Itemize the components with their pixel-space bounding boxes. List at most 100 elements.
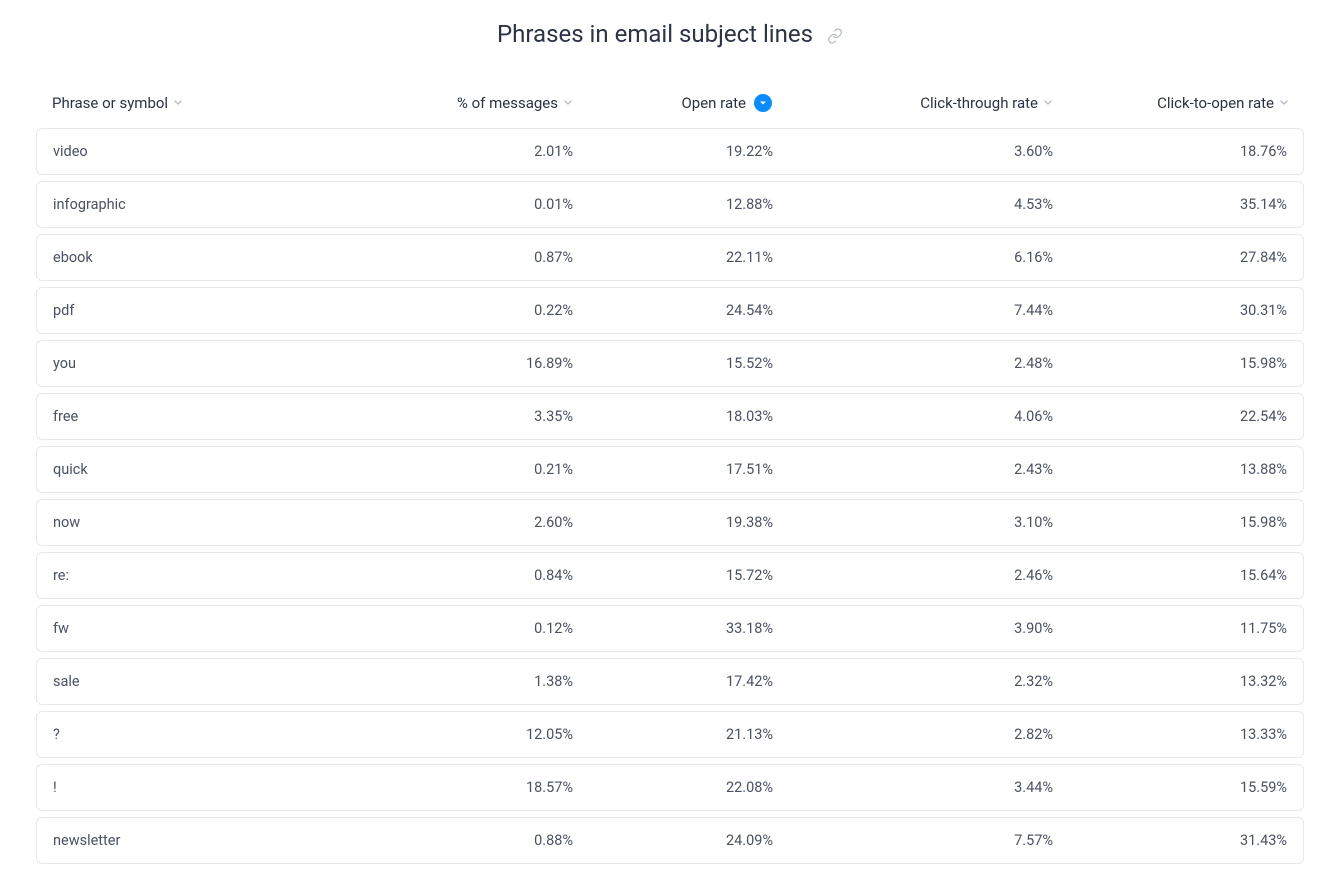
cell-ctr: 2.46% [773, 567, 1053, 584]
cell-phrase: fw [53, 620, 373, 637]
cell-open: 24.09% [573, 832, 773, 849]
cell-phrase: pdf [53, 302, 373, 319]
cell-open: 17.51% [573, 461, 773, 478]
cell-ctr: 3.90% [773, 620, 1053, 637]
column-header-label: Open rate [681, 94, 746, 112]
cell-messages: 0.22% [373, 302, 573, 319]
cell-messages: 3.35% [373, 408, 573, 425]
cell-ctor: 15.59% [1053, 779, 1287, 796]
table-row: infographic0.01%12.88%4.53%35.14% [36, 181, 1304, 228]
sort-caret-icon [1044, 99, 1052, 107]
cell-ctor: 27.84% [1053, 249, 1287, 266]
table-row: ebook0.87%22.11%6.16%27.84% [36, 234, 1304, 281]
sort-caret-icon [174, 99, 182, 107]
column-header-messages[interactable]: % of messages [372, 94, 572, 112]
cell-ctr: 2.82% [773, 726, 1053, 743]
cell-phrase: newsletter [53, 832, 373, 849]
cell-ctor: 13.88% [1053, 461, 1287, 478]
cell-ctor: 11.75% [1053, 620, 1287, 637]
cell-messages: 0.21% [373, 461, 573, 478]
cell-ctor: 15.98% [1053, 355, 1287, 372]
cell-ctor: 15.64% [1053, 567, 1287, 584]
table-row: you16.89%15.52%2.48%15.98% [36, 340, 1304, 387]
table-row: ?12.05%21.13%2.82%13.33% [36, 711, 1304, 758]
cell-phrase: free [53, 408, 373, 425]
cell-phrase: ebook [53, 249, 373, 266]
table-row: sale1.38%17.42%2.32%13.32% [36, 658, 1304, 705]
cell-open: 19.22% [573, 143, 773, 160]
table-row: newsletter0.88%24.09%7.57%31.43% [36, 817, 1304, 864]
cell-open: 15.52% [573, 355, 773, 372]
cell-open: 22.11% [573, 249, 773, 266]
cell-phrase: sale [53, 673, 373, 690]
sort-caret-icon [1280, 99, 1288, 107]
cell-ctor: 15.98% [1053, 514, 1287, 531]
column-header-label: Click-to-open rate [1157, 94, 1274, 112]
cell-open: 21.13% [573, 726, 773, 743]
column-header-label: % of messages [457, 94, 558, 112]
cell-ctr: 4.53% [773, 196, 1053, 213]
cell-ctr: 6.16% [773, 249, 1053, 266]
cell-open: 15.72% [573, 567, 773, 584]
cell-ctor: 13.33% [1053, 726, 1287, 743]
cell-ctr: 7.57% [773, 832, 1053, 849]
column-header-ctor[interactable]: Click-to-open rate [1052, 94, 1288, 112]
cell-messages: 0.12% [373, 620, 573, 637]
cell-open: 17.42% [573, 673, 773, 690]
column-header-open[interactable]: Open rate [572, 94, 772, 112]
cell-open: 12.88% [573, 196, 773, 213]
title-wrap: Phrases in email subject lines [36, 20, 1304, 48]
cell-ctr: 2.43% [773, 461, 1053, 478]
cell-phrase: now [53, 514, 373, 531]
cell-open: 33.18% [573, 620, 773, 637]
table-row: fw0.12%33.18%3.90%11.75% [36, 605, 1304, 652]
table-body: video2.01%19.22%3.60%18.76%infographic0.… [36, 128, 1304, 864]
anchor-link-icon[interactable] [827, 28, 843, 48]
column-header-label: Phrase or symbol [52, 94, 168, 112]
cell-phrase: infographic [53, 196, 373, 213]
sort-caret-icon [564, 99, 572, 107]
cell-ctor: 22.54% [1053, 408, 1287, 425]
cell-phrase: video [53, 143, 373, 160]
cell-ctor: 30.31% [1053, 302, 1287, 319]
cell-open: 18.03% [573, 408, 773, 425]
table-row: pdf0.22%24.54%7.44%30.31% [36, 287, 1304, 334]
column-header-ctr[interactable]: Click-through rate [772, 94, 1052, 112]
cell-messages: 12.05% [373, 726, 573, 743]
cell-ctor: 35.14% [1053, 196, 1287, 213]
page-title: Phrases in email subject lines [497, 20, 813, 48]
table-row: video2.01%19.22%3.60%18.76% [36, 128, 1304, 175]
cell-phrase: you [53, 355, 373, 372]
table-header-row: Phrase or symbol % of messages Open rate Cl… [36, 84, 1304, 128]
table-row: now2.60%19.38%3.10%15.98% [36, 499, 1304, 546]
cell-messages: 0.88% [373, 832, 573, 849]
table-row: free3.35%18.03%4.06%22.54% [36, 393, 1304, 440]
cell-ctor: 18.76% [1053, 143, 1287, 160]
cell-phrase: ? [53, 726, 373, 743]
column-header-phrase[interactable]: Phrase or symbol [52, 94, 372, 112]
cell-ctor: 31.43% [1053, 832, 1287, 849]
phrases-table: Phrase or symbol % of messages Open rate Cl… [36, 84, 1304, 864]
cell-open: 19.38% [573, 514, 773, 531]
cell-messages: 18.57% [373, 779, 573, 796]
cell-phrase: re: [53, 567, 373, 584]
cell-phrase: quick [53, 461, 373, 478]
sort-active-desc-icon [754, 94, 772, 112]
cell-ctr: 3.60% [773, 143, 1053, 160]
table-row: quick0.21%17.51%2.43%13.88% [36, 446, 1304, 493]
cell-messages: 0.01% [373, 196, 573, 213]
cell-phrase: ! [53, 779, 373, 796]
table-row: !18.57%22.08%3.44%15.59% [36, 764, 1304, 811]
table-row: re:0.84%15.72%2.46%15.64% [36, 552, 1304, 599]
cell-open: 22.08% [573, 779, 773, 796]
cell-ctr: 3.44% [773, 779, 1053, 796]
cell-messages: 0.84% [373, 567, 573, 584]
cell-ctr: 2.32% [773, 673, 1053, 690]
cell-ctor: 13.32% [1053, 673, 1287, 690]
cell-messages: 2.60% [373, 514, 573, 531]
cell-messages: 16.89% [373, 355, 573, 372]
cell-ctr: 3.10% [773, 514, 1053, 531]
cell-messages: 0.87% [373, 249, 573, 266]
cell-messages: 1.38% [373, 673, 573, 690]
cell-ctr: 4.06% [773, 408, 1053, 425]
